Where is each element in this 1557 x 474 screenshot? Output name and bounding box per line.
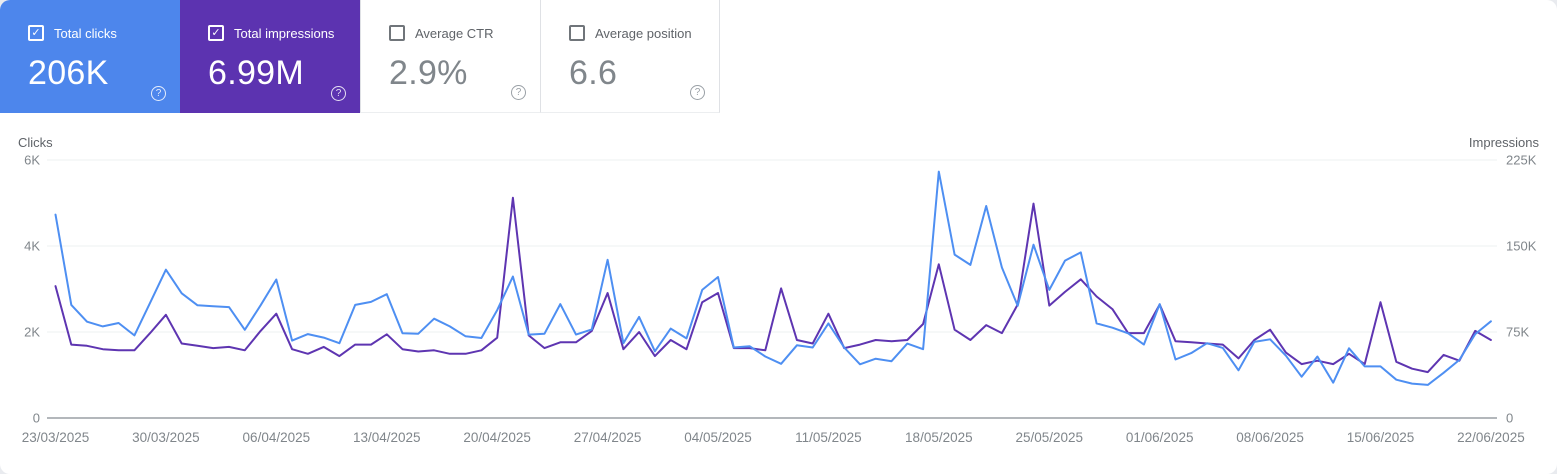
left-axis-tick-label: 6K xyxy=(24,153,40,168)
check-icon: ✓ xyxy=(31,26,41,39)
right-axis-tick-label: 0 xyxy=(1506,411,1513,426)
help-icon[interactable]: ? xyxy=(511,85,526,100)
card-value: 2.9% xyxy=(389,54,468,92)
left-axis-tick-label: 2K xyxy=(24,325,40,340)
checkbox-average-position[interactable]: ✓ xyxy=(569,25,585,41)
checkbox-total-clicks[interactable]: ✓ xyxy=(28,25,44,41)
performance-line-chart[interactable]: 0 0 2K 75K 4K 150K 6K 225K Clicks Impressions 23/0… xyxy=(0,130,1557,468)
x-axis-label: 18/05/2025 xyxy=(905,430,973,445)
series-line-clicks xyxy=(54,170,1492,386)
help-icon[interactable]: ? xyxy=(331,86,346,101)
card-label: Total clicks xyxy=(54,25,117,41)
card-value: 206K xyxy=(28,54,109,92)
checkbox-total-impressions[interactable]: ✓ xyxy=(208,25,224,41)
left-axis-title: Clicks xyxy=(18,135,53,150)
x-axis-label: 04/05/2025 xyxy=(684,430,752,445)
x-axis-label: 27/04/2025 xyxy=(574,430,642,445)
card-value: 6.6 xyxy=(569,54,618,92)
x-axis-label: 25/05/2025 xyxy=(1015,430,1083,445)
x-axis-label: 15/06/2025 xyxy=(1347,430,1415,445)
right-axis-tick-label: 150K xyxy=(1506,239,1537,254)
card-header: ✓ Total impressions xyxy=(208,25,360,41)
x-axis-label: 23/03/2025 xyxy=(22,430,90,445)
card-average-position[interactable]: ✓ Average position 6.6 ? xyxy=(540,0,720,113)
checkbox-average-ctr[interactable]: ✓ xyxy=(389,25,405,41)
x-axis-label: 11/05/2025 xyxy=(795,430,862,445)
right-axis-tick-label: 75K xyxy=(1506,325,1529,340)
x-axis-label: 08/06/2025 xyxy=(1236,430,1304,445)
help-icon[interactable]: ? xyxy=(690,85,705,100)
help-icon[interactable]: ? xyxy=(151,86,166,101)
left-axis-tick-label: 0 xyxy=(33,411,40,426)
check-icon: ✓ xyxy=(211,26,221,39)
card-header: ✓ Total clicks xyxy=(28,25,180,41)
card-value: 6.99M xyxy=(208,54,304,92)
card-label: Average position xyxy=(595,25,692,41)
right-axis-title: Impressions xyxy=(1469,135,1540,150)
left-axis-tick-label: 4K xyxy=(24,239,40,254)
x-axis-label: 13/04/2025 xyxy=(353,430,421,445)
x-axis-label: 30/03/2025 xyxy=(132,430,200,445)
x-axis-label: 20/04/2025 xyxy=(463,430,531,445)
card-label: Total impressions xyxy=(234,25,335,41)
x-axis-label: 06/04/2025 xyxy=(243,430,311,445)
right-axis-tick-label: 225K xyxy=(1506,153,1537,168)
metric-cards-row: ✓ Total clicks 206K ? ✓ Total impression… xyxy=(0,0,1557,113)
x-axis-label: 01/06/2025 xyxy=(1126,430,1194,445)
x-axis-label: 22/06/2025 xyxy=(1457,430,1525,445)
card-total-clicks[interactable]: ✓ Total clicks 206K ? xyxy=(0,0,180,113)
card-label: Average CTR xyxy=(415,25,494,41)
card-total-impressions[interactable]: ✓ Total impressions 6.99M ? xyxy=(180,0,360,113)
card-header: ✓ Average position xyxy=(569,25,719,41)
card-average-ctr[interactable]: ✓ Average CTR 2.9% ? xyxy=(360,0,540,113)
series-line-impressions xyxy=(54,196,1492,374)
card-header: ✓ Average CTR xyxy=(389,25,540,41)
